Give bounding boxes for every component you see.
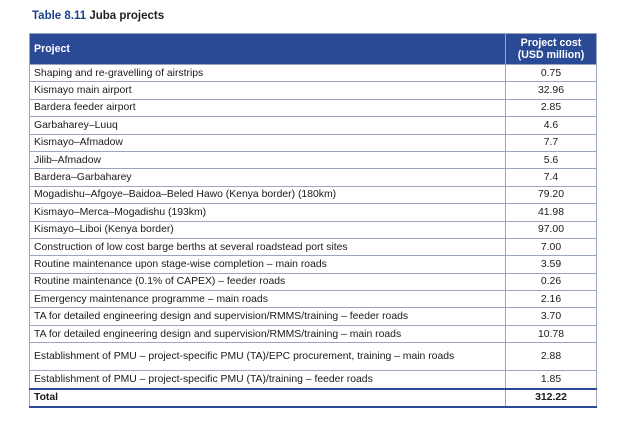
project-cost-cell: 10.78 [505,324,597,344]
column-header-cost-line2: (USD million) [517,49,585,61]
project-cost-cell: 3.59 [505,255,597,274]
project-cost-cell: 7.7 [505,133,597,152]
project-cost-cell: 79.20 [505,185,597,205]
project-name-cell: Bardera feeder airport [29,98,506,118]
juba-projects-table: Project Project cost (USD million) Shapi… [29,33,597,408]
table-number: Table 8.11 [32,10,87,22]
project-name-cell: Construction of low cost barge berths at… [29,237,506,257]
project-name-cell: Kismayo main airport [29,81,506,100]
project-cost-cell: 4.6 [505,116,597,135]
project-name-cell: Routine maintenance (0.1% of CAPEX) – fe… [29,272,506,292]
table-row: Mogadishu–Afgoye–Baidoa–Beled Hawo (Keny… [29,185,597,205]
project-name-cell: TA for detailed engineering design and s… [29,307,506,326]
table-total-row: Total 312.22 [29,387,597,408]
column-header-cost: Project cost (USD million) [505,33,597,65]
table-row: Construction of low cost barge berths at… [29,237,597,257]
project-name-cell: Routine maintenance upon stage-wise comp… [29,255,506,274]
project-name-cell: Jilib–Afmadow [29,150,506,170]
project-cost-cell: 2.16 [505,290,597,309]
project-cost-cell: 1.85 [505,370,597,390]
table-row: Routine maintenance upon stage-wise comp… [29,255,597,274]
table-title: Juba projects [89,10,165,22]
project-cost-cell: 7.4 [505,168,597,187]
project-name-cell: Establishment of PMU – project-specific … [29,342,506,372]
project-cost-cell: 0.75 [505,63,597,83]
table-row: Establishment of PMU – project-specific … [29,370,597,390]
project-name-cell: Shaping and re-gravelling of airstrips [29,63,506,83]
table-row: Garbaharey–Luuq 4.6 [29,116,597,135]
project-cost-cell: 7.00 [505,237,597,257]
table-row: Routine maintenance (0.1% of CAPEX) – fe… [29,272,597,292]
project-cost-cell: 3.70 [505,307,597,326]
project-name-cell: Emergency maintenance programme – main r… [29,290,506,309]
table-row: Establishment of PMU – project-specific … [29,342,597,372]
project-name-cell: Kismayo–Afmadow [29,133,506,152]
table-row: Emergency maintenance programme – main r… [29,290,597,309]
table-row: Bardera feeder airport 2.85 [29,98,597,118]
total-cost-cell: 312.22 [505,387,597,408]
column-header-project: Project [29,33,506,65]
table-row: TA for detailed engineering design and s… [29,307,597,326]
project-cost-cell: 2.85 [505,98,597,118]
project-cost-cell: 97.00 [505,220,597,239]
project-name-cell: TA for detailed engineering design and s… [29,324,506,344]
project-cost-cell: 41.98 [505,203,597,222]
project-name-cell: Kismayo–Merca–Mogadishu (193km) [29,203,506,222]
table-caption: Table 8.11 Juba projects [32,10,164,22]
table-row: Kismayo–Liboi (Kenya border) 97.00 [29,220,597,239]
project-name-cell: Bardera–Garbaharey [29,168,506,187]
table-row: Kismayo main airport 32.96 [29,81,597,100]
table-row: Bardera–Garbaharey 7.4 [29,168,597,187]
table-row: Jilib–Afmadow 5.6 [29,150,597,170]
table-row: Kismayo–Merca–Mogadishu (193km) 41.98 [29,203,597,222]
project-name-cell: Mogadishu–Afgoye–Baidoa–Beled Hawo (Keny… [29,185,506,205]
table-header-row: Project Project cost (USD million) [29,33,597,65]
table-row: Kismayo–Afmadow 7.7 [29,133,597,152]
project-cost-cell: 5.6 [505,150,597,170]
project-name-cell: Kismayo–Liboi (Kenya border) [29,220,506,239]
project-name-cell: Garbaharey–Luuq [29,116,506,135]
project-cost-cell: 2.88 [505,342,597,372]
project-cost-cell: 32.96 [505,81,597,100]
project-name-cell: Establishment of PMU – project-specific … [29,370,506,390]
table-row: TA for detailed engineering design and s… [29,324,597,344]
project-cost-cell: 0.26 [505,272,597,292]
table-row: Shaping and re-gravelling of airstrips 0… [29,63,597,83]
column-header-cost-line1: Project cost [520,37,582,49]
total-label-cell: Total [29,387,506,408]
